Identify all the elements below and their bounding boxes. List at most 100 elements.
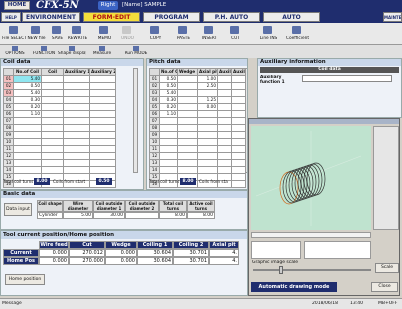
tool-button[interactable]: INSERT — [196, 36, 223, 43]
cell[interactable] — [218, 139, 232, 146]
tool-button[interactable]: COPY — [142, 36, 169, 43]
cell[interactable] — [178, 104, 198, 111]
cell[interactable] — [178, 153, 198, 160]
tool-button[interactable]: Line INS — [255, 36, 282, 43]
tool-button[interactable]: FUNCTION — [30, 51, 58, 57]
cell[interactable]: 0.50 — [160, 83, 178, 90]
cell[interactable] — [160, 167, 178, 174]
cell[interactable] — [64, 139, 90, 146]
cell[interactable] — [42, 139, 64, 146]
tab[interactable]: AUTO — [263, 12, 320, 22]
scrollbar[interactable] — [133, 68, 138, 173]
cell[interactable] — [218, 90, 232, 97]
cell[interactable] — [178, 125, 198, 132]
cell[interactable] — [90, 111, 116, 118]
cell[interactable] — [90, 125, 116, 132]
cell[interactable] — [198, 167, 218, 174]
cell[interactable]: 8.00 — [187, 212, 215, 219]
cell[interactable] — [198, 90, 218, 97]
tool-button[interactable]: Coefficient — [284, 36, 311, 43]
tab[interactable]: PROGRAM — [143, 12, 200, 22]
cell[interactable] — [218, 146, 232, 153]
cell[interactable] — [90, 118, 116, 125]
cell[interactable] — [42, 167, 64, 174]
tool-button[interactable]: Shape display — [58, 51, 86, 57]
cell[interactable]: 1.00 — [198, 76, 218, 83]
cell[interactable]: 0.50 — [14, 83, 42, 90]
cell[interactable]: 0.20 — [14, 104, 42, 111]
cell[interactable] — [14, 153, 42, 160]
cell[interactable] — [218, 76, 232, 83]
cell[interactable] — [42, 83, 64, 90]
cell[interactable] — [178, 167, 198, 174]
cell[interactable]: 2.50 — [198, 83, 218, 90]
cell[interactable] — [232, 76, 246, 83]
cell[interactable] — [64, 160, 90, 167]
cell[interactable] — [178, 90, 198, 97]
cell[interactable] — [218, 160, 232, 167]
cell[interactable] — [90, 160, 116, 167]
home-button[interactable]: HOME — [4, 1, 30, 10]
cell[interactable] — [42, 153, 64, 160]
cell[interactable] — [64, 104, 90, 111]
cell[interactable] — [232, 146, 246, 153]
tab[interactable]: ENVIRONMENT — [22, 12, 80, 22]
cell[interactable] — [42, 160, 64, 167]
cell[interactable] — [14, 125, 42, 132]
cell[interactable] — [42, 111, 64, 118]
cell[interactable] — [64, 90, 90, 97]
cell[interactable]: 30.00 — [93, 212, 125, 219]
cell[interactable] — [42, 132, 64, 139]
tool-button[interactable]: OPTIONS — [1, 51, 29, 57]
cell[interactable]: 1.10 — [160, 111, 178, 118]
cell[interactable] — [64, 146, 90, 153]
cell[interactable]: 1.25 — [198, 97, 218, 104]
cell[interactable] — [178, 97, 198, 104]
cell[interactable]: 5.40 — [14, 76, 42, 83]
cell[interactable] — [232, 118, 246, 125]
tool-button[interactable]: UNDO — [114, 36, 141, 43]
cell[interactable] — [160, 146, 178, 153]
cell[interactable] — [64, 111, 90, 118]
cell[interactable] — [42, 76, 64, 83]
cell[interactable] — [160, 132, 178, 139]
cell[interactable] — [14, 118, 42, 125]
cell[interactable] — [90, 153, 116, 160]
cell[interactable]: 5.40 — [160, 90, 178, 97]
cell[interactable] — [14, 139, 42, 146]
data-input-button[interactable]: Data input — [4, 203, 32, 216]
tool-button[interactable]: Run MODE — [122, 51, 150, 57]
cell[interactable] — [125, 212, 159, 219]
cell[interactable] — [160, 139, 178, 146]
cell[interactable] — [42, 97, 64, 104]
cell[interactable] — [232, 132, 246, 139]
cell[interactable] — [218, 111, 232, 118]
cell[interactable] — [178, 146, 198, 153]
tool-button[interactable]: CUT — [222, 36, 249, 43]
home-position-button[interactable]: Home position — [5, 274, 45, 285]
cell[interactable] — [232, 153, 246, 160]
cell[interactable]: 0.30 — [14, 97, 42, 104]
cell[interactable] — [198, 118, 218, 125]
cell[interactable] — [90, 104, 116, 111]
close-button[interactable]: Close — [371, 282, 398, 292]
cell[interactable] — [232, 174, 246, 181]
cell[interactable] — [232, 167, 246, 174]
cell[interactable] — [218, 167, 232, 174]
cell[interactable] — [198, 139, 218, 146]
cell[interactable] — [218, 132, 232, 139]
cell[interactable] — [232, 125, 246, 132]
cell[interactable] — [90, 97, 116, 104]
cell[interactable] — [232, 160, 246, 167]
input-box[interactable] — [251, 241, 301, 259]
cell[interactable] — [198, 160, 218, 167]
cell[interactable] — [218, 83, 232, 90]
cell[interactable] — [178, 160, 198, 167]
cell[interactable] — [198, 153, 218, 160]
cell[interactable] — [232, 90, 246, 97]
cell[interactable] — [64, 97, 90, 104]
tab[interactable]: FORM-EDIT — [83, 12, 140, 22]
cell[interactable] — [64, 132, 90, 139]
cell[interactable] — [160, 125, 178, 132]
cell[interactable]: 5.00 — [63, 212, 93, 219]
